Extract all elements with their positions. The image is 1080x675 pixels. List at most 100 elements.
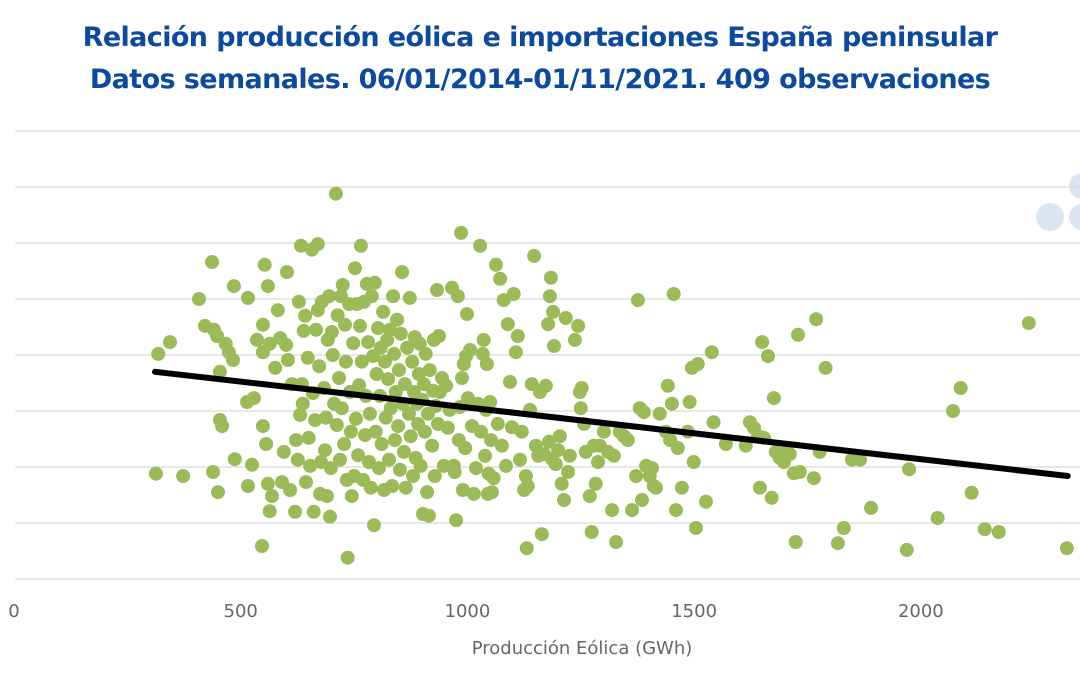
data-point (991, 525, 1006, 539)
data-point (299, 475, 313, 490)
data-point (761, 349, 775, 364)
data-point (478, 448, 493, 463)
data-point (506, 287, 521, 301)
x-tick-label: 2000 (898, 601, 944, 622)
x-tick-label: 0 (8, 601, 19, 622)
data-point (402, 290, 417, 305)
data-point (669, 503, 683, 518)
data-point (262, 504, 277, 519)
data-point (534, 527, 549, 542)
data-point (212, 364, 227, 379)
data-point (527, 248, 542, 263)
data-point (484, 485, 499, 500)
data-point (176, 469, 191, 483)
data-point (792, 465, 807, 479)
data-point (406, 469, 420, 483)
data-point (463, 343, 478, 357)
trendline-group (152, 368, 1071, 479)
data-point (306, 504, 321, 519)
decor-dot (1069, 204, 1080, 230)
data-point (417, 424, 432, 439)
data-point (755, 335, 770, 350)
data-point (390, 312, 405, 327)
data-point (289, 433, 303, 448)
data-point (645, 461, 659, 476)
data-point (551, 443, 566, 458)
data-point (513, 452, 527, 467)
x-tick-label: 1000 (445, 601, 491, 622)
data-point (543, 270, 558, 285)
data-point (652, 406, 667, 421)
data-point (148, 466, 163, 481)
data-point (290, 452, 305, 467)
data-point (548, 457, 563, 472)
data-point (630, 293, 645, 308)
data-point (620, 433, 635, 448)
data-point (298, 308, 313, 323)
data-point (211, 485, 225, 500)
data-point (439, 378, 454, 393)
data-point (571, 318, 586, 333)
data-point (392, 462, 407, 477)
data-point (241, 479, 255, 493)
data-point (930, 511, 945, 525)
data-point (245, 457, 259, 472)
data-point (403, 429, 418, 444)
data-point (450, 289, 465, 304)
data-point (427, 469, 442, 483)
data-point (383, 401, 398, 416)
data-point (510, 329, 525, 343)
data-point (493, 271, 508, 286)
data-point (864, 500, 878, 515)
data-point (260, 476, 275, 491)
data-point (413, 458, 428, 473)
data-point (255, 539, 269, 553)
data-point (474, 424, 488, 439)
data-point (387, 346, 401, 361)
data-point (666, 287, 681, 301)
data-point (469, 461, 483, 476)
data-point (338, 317, 352, 332)
data-point (686, 455, 701, 469)
data-point (227, 452, 242, 467)
data-point (206, 465, 221, 479)
data-point (325, 348, 340, 362)
data-point (809, 312, 824, 327)
data-point (255, 317, 270, 332)
data-point (503, 374, 517, 389)
data-point (205, 255, 220, 269)
data-point (334, 401, 349, 416)
data-point (514, 424, 529, 439)
data-point (259, 437, 274, 451)
data-point (573, 401, 588, 416)
data-point (519, 541, 534, 556)
data-point (752, 480, 767, 495)
data-point (348, 411, 363, 426)
data-point (353, 238, 368, 253)
data-point (635, 493, 649, 507)
data-point (670, 441, 685, 455)
data-point (362, 406, 377, 421)
data-point (629, 469, 644, 483)
data-point (319, 489, 334, 504)
data-point (346, 336, 361, 351)
data-point (372, 461, 386, 476)
data-point (387, 433, 402, 448)
data-point (818, 360, 833, 375)
data-point (368, 424, 383, 439)
data-point (393, 326, 408, 341)
data-point (541, 317, 556, 332)
data-point (352, 378, 367, 393)
x-tick-labels: 0 500 1000 1500 2000 (8, 601, 943, 622)
data-point (294, 238, 308, 253)
data-point (574, 381, 589, 395)
data-point (192, 292, 206, 306)
data-point (367, 275, 382, 290)
data-point (319, 410, 333, 425)
data-point (293, 407, 308, 422)
data-point (241, 290, 255, 305)
data-point (322, 289, 337, 304)
data-point (358, 428, 372, 443)
data-point (606, 448, 621, 463)
data-point (335, 278, 350, 292)
